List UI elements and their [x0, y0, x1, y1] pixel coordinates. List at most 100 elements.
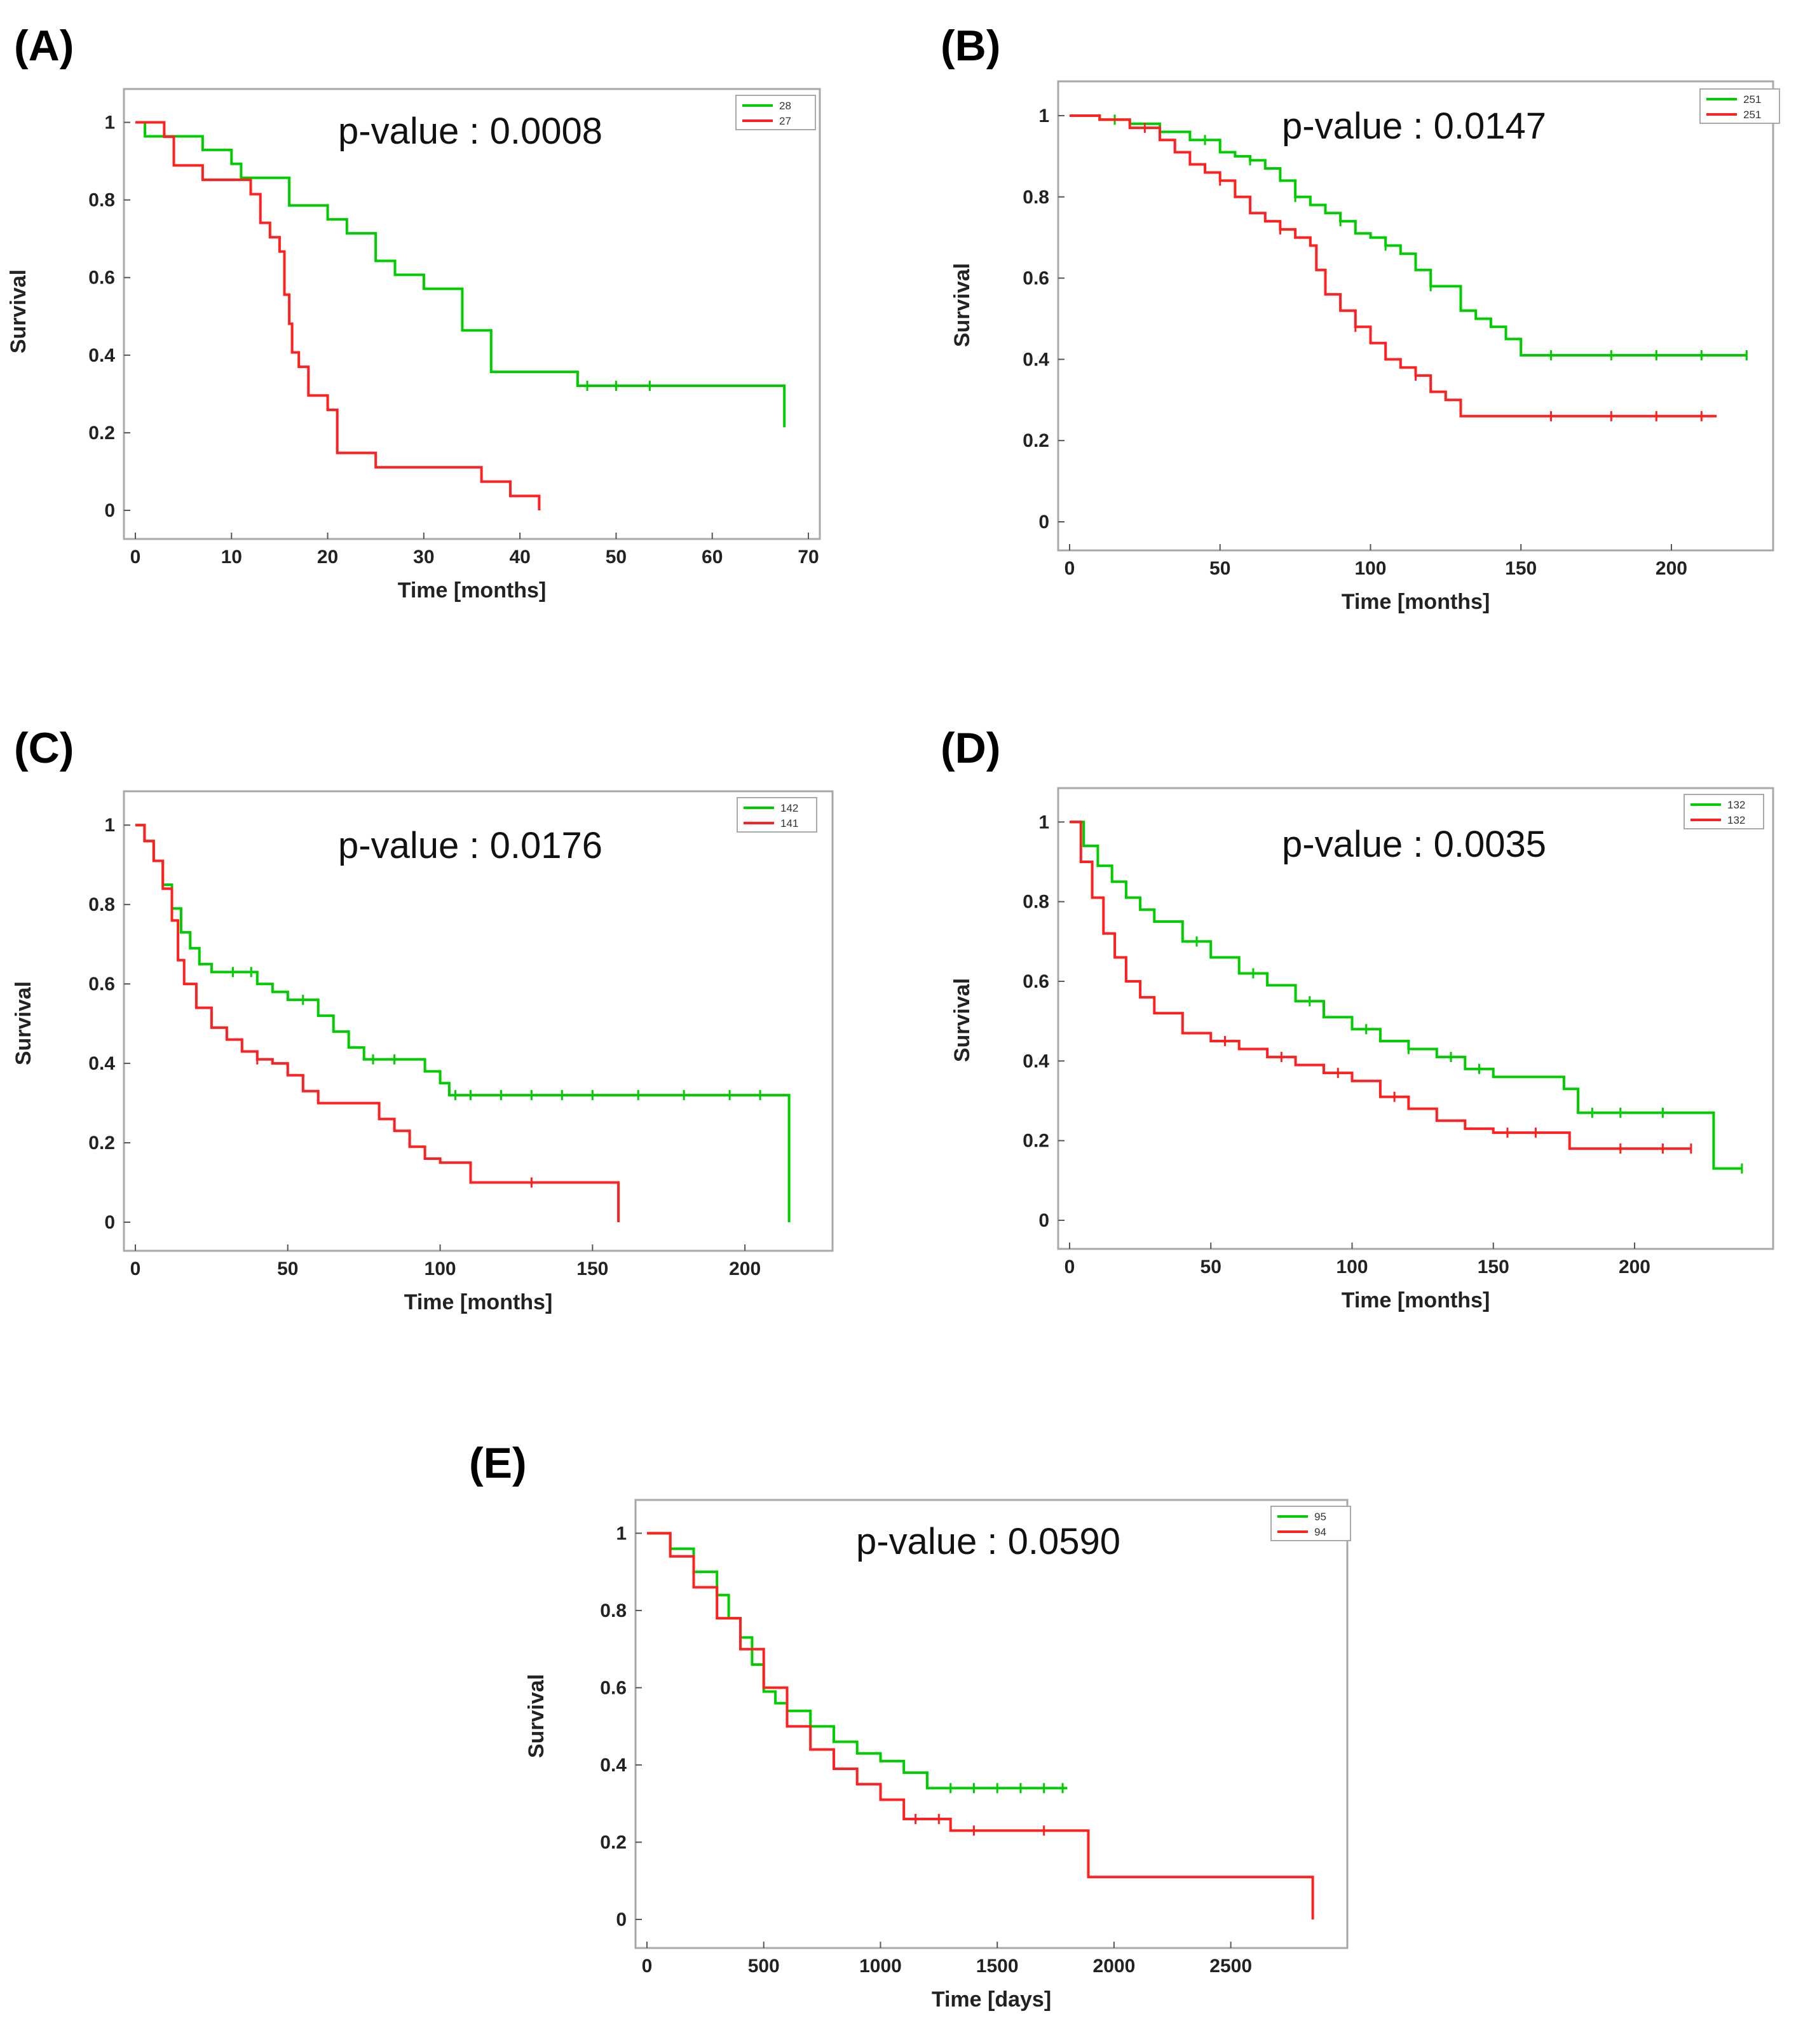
legend-entry: 142: [780, 802, 798, 814]
x-tick-label: 2000: [1093, 1956, 1136, 1977]
p-value-label: p-value : 0.0035: [1282, 824, 1546, 865]
legend-entry: 251: [1743, 109, 1761, 121]
x-tick-label: 1000: [859, 1956, 902, 1977]
x-tick-label: 70: [798, 547, 819, 568]
p-value-label: p-value : 0.0176: [338, 825, 602, 866]
km-panel-e: (E) 0 0.2 0.4 0.6 0.8 1 0 500 1000 1500 2000 2500 Tim…: [469, 1439, 1351, 2012]
x-tick-label: 150: [1478, 1257, 1509, 1278]
x-tick-label: 200: [1656, 558, 1687, 579]
plot-frame: [123, 790, 834, 1252]
km-panel-b: (B) 0 0.2 0.4 0.6 0.8 1 0 50 100 150 200 Time [month…: [941, 22, 1780, 614]
legend-box: [1270, 1506, 1351, 1541]
legend-entry: 251: [1743, 93, 1761, 106]
y-tick-label: 0.2: [88, 423, 115, 444]
x-tick-label: 0: [130, 1258, 141, 1279]
y-tick-label: 1: [104, 112, 115, 133]
x-tick-label: 0: [1065, 558, 1075, 579]
y-axis-label: Survival: [11, 981, 36, 1065]
p-value-label: p-value : 0.0590: [856, 1521, 1120, 1562]
survival-curve-green: [1070, 114, 1747, 357]
x-axis-label: Time [months]: [398, 578, 547, 603]
y-tick-label: 0.6: [1023, 971, 1049, 992]
x-tick-label: 60: [702, 547, 723, 568]
y-axis-label: Survival: [524, 1674, 548, 1758]
y-tick-label: 0.8: [600, 1600, 627, 1621]
y-tick-label: 0: [1038, 1210, 1049, 1231]
x-tick-label: 150: [576, 1258, 608, 1279]
panel-letter: (D): [941, 724, 1000, 772]
x-tick-label: 50: [277, 1258, 298, 1279]
x-axis-label: Time [months]: [1342, 1288, 1490, 1312]
x-tick-label: 2500: [1209, 1956, 1252, 1977]
x-axis-label: Time [months]: [404, 1290, 553, 1314]
km-panel-d: (D) 0 0.2 0.4 0.6 0.8 1 0 50 100 150 200 Time [month…: [941, 724, 1774, 1312]
y-tick-label: 0.2: [600, 1832, 627, 1853]
survival-curve-red: [647, 1532, 1314, 1919]
y-tick-label: 0: [104, 1212, 115, 1233]
legend-box: [1699, 88, 1780, 124]
y-tick-label: 1: [616, 1523, 627, 1544]
survival-curve-green: [1070, 821, 1742, 1170]
y-tick-label: 0.2: [1023, 1131, 1049, 1152]
y-tick-label: 0: [104, 500, 115, 521]
x-tick-label: 0: [130, 547, 141, 568]
panel-letter: (A): [14, 22, 74, 70]
p-value-label: p-value : 0.0147: [1282, 106, 1546, 147]
y-tick-label: 0.6: [600, 1677, 627, 1698]
y-axis-label: Survival: [950, 263, 974, 347]
km-panel-c: (C) 0 0.2 0.4 0.6 0.8 1 0 50 100 150 200 Time [month…: [11, 724, 834, 1314]
x-tick-label: 50: [606, 547, 627, 568]
legend-entry: 27: [779, 115, 791, 127]
survival-curve-green: [135, 121, 786, 428]
x-tick-label: 10: [221, 547, 242, 568]
survival-curve-green: [647, 1532, 1068, 1790]
y-tick-label: 0.2: [88, 1133, 115, 1154]
x-tick-label: 200: [729, 1258, 761, 1279]
survival-curve-red: [135, 824, 620, 1222]
legend-box: [735, 95, 816, 130]
x-tick-label: 40: [509, 547, 530, 568]
panel-letter: (C): [14, 724, 74, 772]
legend-entry: 132: [1727, 799, 1745, 811]
y-tick-label: 0: [1038, 512, 1049, 533]
y-tick-label: 0.6: [88, 974, 115, 995]
x-tick-label: 50: [1201, 1257, 1221, 1278]
y-tick-label: 1: [1038, 812, 1049, 833]
survival-curve-red: [1070, 821, 1691, 1150]
plot-frame: [634, 1499, 1349, 1949]
y-tick-label: 0.6: [1023, 268, 1049, 289]
plot-frame: [1057, 80, 1774, 552]
y-axis-label: Survival: [6, 269, 31, 353]
y-tick-label: 0.4: [600, 1755, 627, 1776]
y-tick-label: 0.6: [88, 268, 115, 289]
panel-letter: (E): [469, 1439, 527, 1487]
y-tick-label: 0.4: [1023, 349, 1049, 370]
legend-entry: 95: [1314, 1511, 1326, 1523]
legend-entry: 141: [780, 817, 798, 829]
y-tick-label: 1: [104, 815, 115, 836]
x-tick-label: 1500: [976, 1956, 1019, 1977]
x-tick-label: 500: [748, 1956, 780, 1977]
y-tick-label: 0.8: [88, 894, 115, 915]
plot-frame: [1057, 787, 1774, 1250]
plot-frame: [123, 88, 821, 540]
legend-box: [1684, 794, 1764, 829]
y-tick-label: 0.4: [88, 345, 115, 366]
y-tick-label: 0.4: [1023, 1051, 1049, 1072]
y-tick-label: 0.2: [1023, 430, 1049, 451]
y-tick-label: 0.8: [1023, 187, 1049, 208]
legend-box: [737, 797, 817, 833]
y-tick-label: 0: [616, 1909, 627, 1930]
x-tick-label: 100: [1354, 558, 1386, 579]
y-tick-label: 0.4: [88, 1053, 115, 1074]
y-tick-label: 1: [1038, 106, 1049, 126]
survival-curve-green: [135, 824, 791, 1222]
x-tick-label: 0: [642, 1956, 653, 1977]
x-tick-label: 100: [1336, 1257, 1368, 1278]
x-tick-label: 30: [413, 547, 434, 568]
legend-entry: 94: [1314, 1526, 1326, 1538]
x-tick-label: 200: [1619, 1257, 1650, 1278]
x-tick-label: 100: [425, 1258, 456, 1279]
panel-letter: (B): [941, 22, 1000, 70]
